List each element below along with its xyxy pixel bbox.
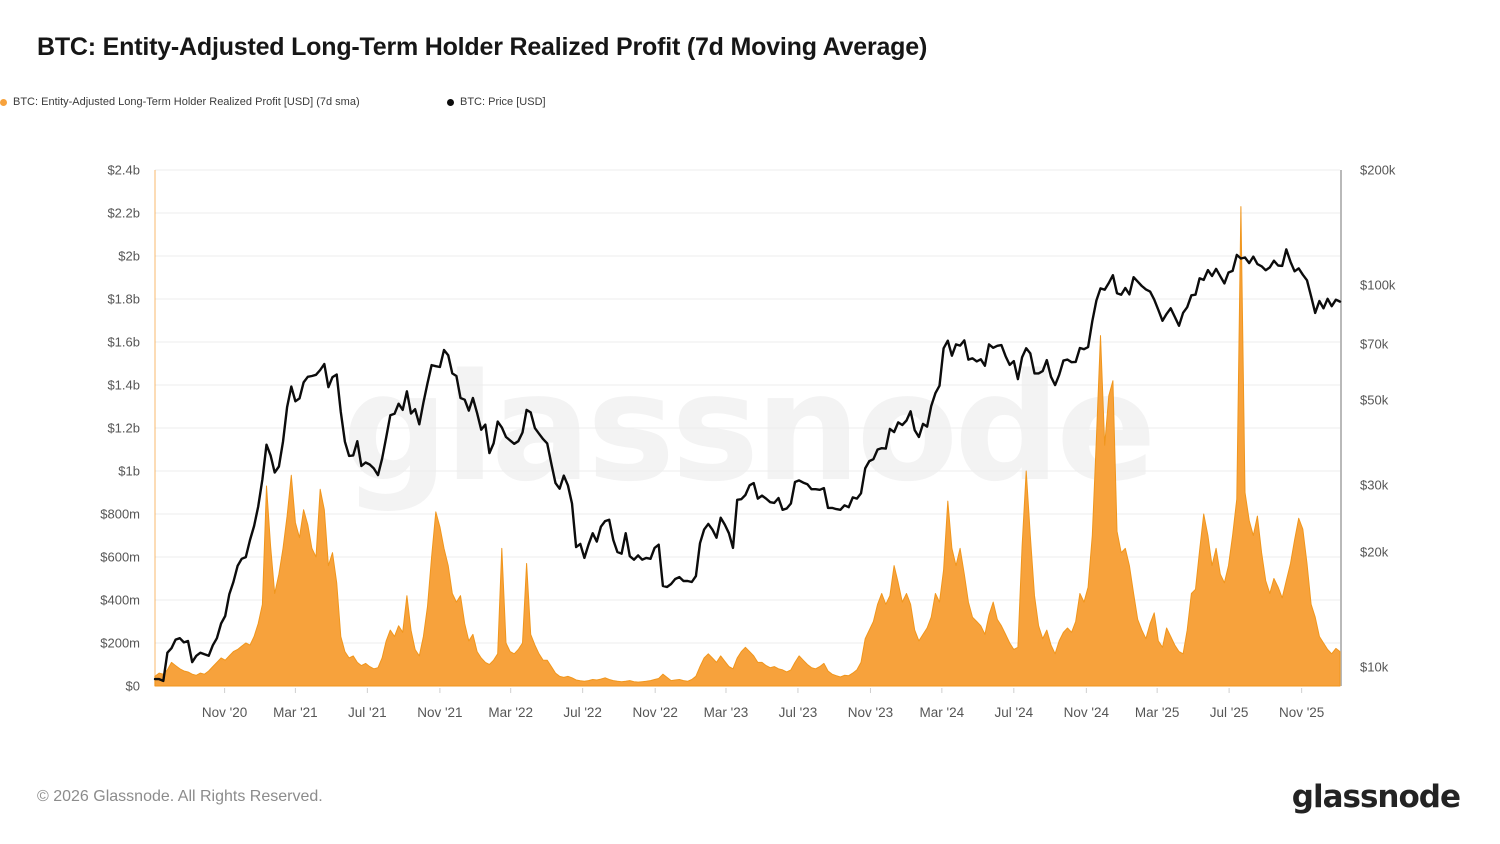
legend-dot-orange-icon	[0, 98, 7, 106]
x-axis-label: Jul '25	[1210, 705, 1249, 720]
x-axis-label: Jul '21	[348, 705, 387, 720]
legend-label-price: BTC: Price [USD]	[460, 96, 546, 108]
y-axis-label-right: $10k	[1360, 660, 1389, 675]
y-axis-label-left: $800m	[100, 507, 140, 522]
y-axis-label-right: $200k	[1360, 163, 1396, 178]
x-axis-label: Mar '23	[704, 705, 749, 720]
y-axis-label-left: $600m	[100, 550, 140, 565]
y-axis-label-left: $0	[126, 679, 140, 694]
x-axis-label: Jul '22	[563, 705, 602, 720]
y-axis-label-left: $400m	[100, 593, 140, 608]
y-axis-label-left: $1b	[118, 464, 140, 479]
glassnode-logo: glassnode	[1291, 779, 1461, 815]
y-axis-label-left: $1.4b	[107, 378, 140, 393]
legend-dot-black-icon	[447, 98, 454, 106]
x-axis-label: Nov '21	[417, 705, 462, 720]
x-axis-label: Nov '20	[202, 705, 247, 720]
x-axis-label: Nov '22	[633, 705, 678, 720]
y-axis-label-left: $2b	[118, 249, 140, 264]
y-axis-label-left: $2.4b	[107, 163, 140, 178]
y-axis-label-left: $2.2b	[107, 206, 140, 221]
legend-item-realized-profit[interactable]: BTC: Entity-Adjusted Long-Term Holder Re…	[0, 96, 360, 108]
x-axis-label: Nov '23	[848, 705, 893, 720]
y-axis-label-right: $20k	[1360, 545, 1389, 560]
x-axis-label: Mar '25	[1135, 705, 1180, 720]
y-axis-label-left: $200m	[100, 636, 140, 651]
realized-profit-area-series[interactable]	[154, 206, 1341, 687]
y-axis-label-right: $100k	[1360, 278, 1396, 293]
x-axis-label: Mar '22	[488, 705, 533, 720]
y-axis-label-right: $30k	[1360, 477, 1389, 492]
x-axis-label: Mar '21	[273, 705, 318, 720]
page-title: BTC: Entity-Adjusted Long-Term Holder Re…	[37, 33, 928, 61]
y-axis-label-left: $1.6b	[107, 335, 140, 350]
y-axis-label-right: $50k	[1360, 393, 1389, 408]
x-axis-label: Jul '24	[995, 705, 1034, 720]
y-axis-label-left: $1.2b	[107, 421, 140, 436]
x-axis-label: Nov '25	[1279, 705, 1324, 720]
x-axis-label: Nov '24	[1064, 705, 1110, 720]
copyright-text: © 2026 Glassnode. All Rights Reserved.	[37, 788, 323, 805]
x-axis-label: Mar '24	[920, 705, 965, 720]
legend-item-price[interactable]: BTC: Price [USD]	[447, 96, 546, 108]
x-axis-label: Jul '23	[779, 705, 818, 720]
legend-label-realized-profit: BTC: Entity-Adjusted Long-Term Holder Re…	[13, 96, 360, 108]
btc-price-line-series[interactable]	[153, 248, 1342, 683]
y-axis-label-right: $70k	[1360, 337, 1389, 352]
y-axis-label-left: $1.8b	[107, 292, 140, 307]
